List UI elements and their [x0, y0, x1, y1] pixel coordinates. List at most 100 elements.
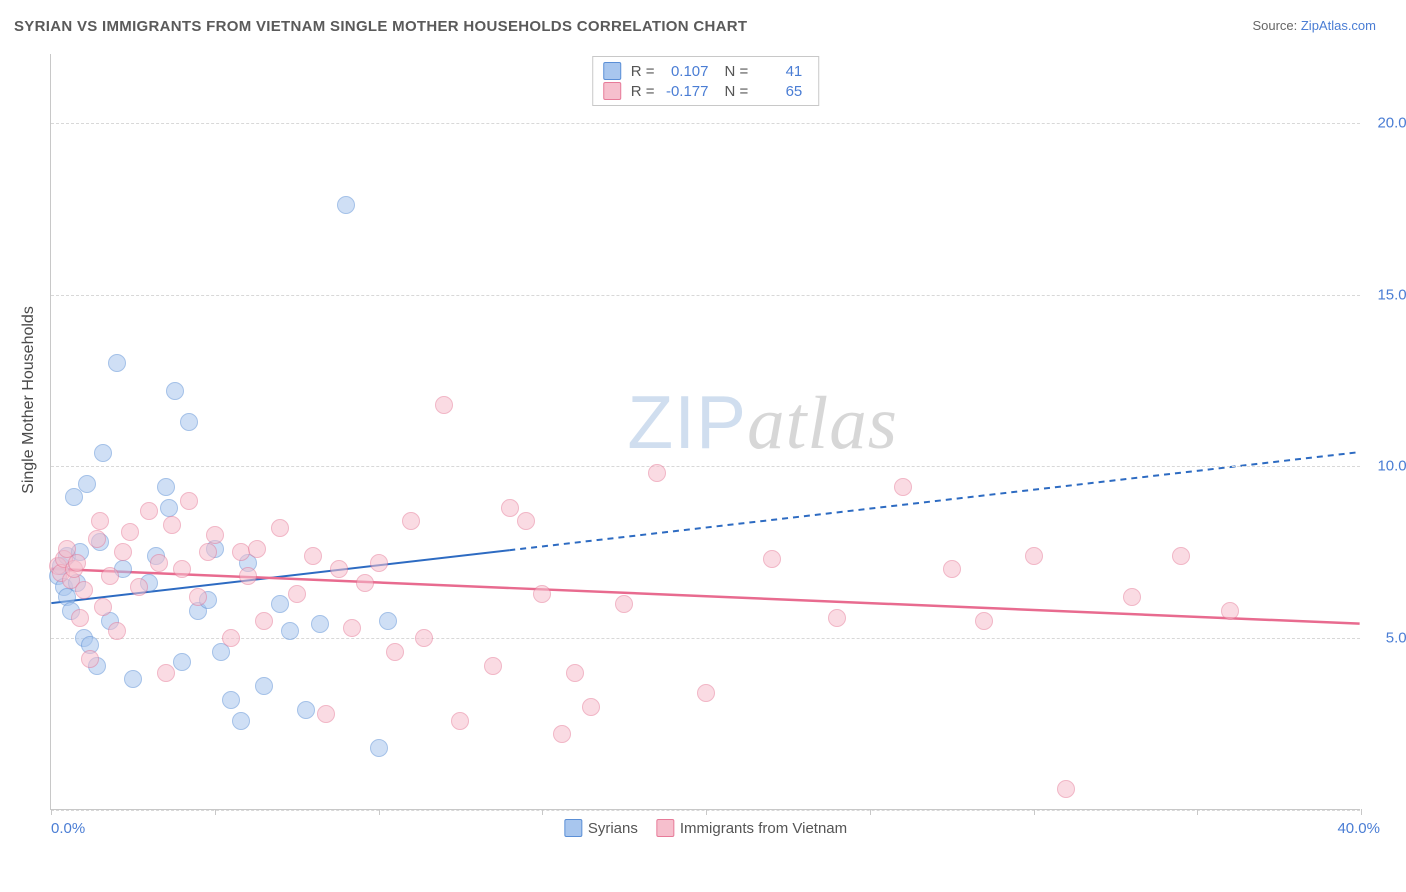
- data-point: [166, 382, 184, 400]
- data-point: [582, 698, 600, 716]
- stats-row: R = -0.177 N = 65: [603, 81, 809, 101]
- data-point: [271, 519, 289, 537]
- data-point: [517, 512, 535, 530]
- data-point: [1057, 780, 1075, 798]
- data-point: [101, 567, 119, 585]
- x-tick: [51, 809, 52, 815]
- data-point: [402, 512, 420, 530]
- legend-item: Immigrants from Vietnam: [656, 819, 847, 837]
- gridline: [51, 295, 1360, 296]
- data-point: [415, 629, 433, 647]
- gridline: [51, 123, 1360, 124]
- y-tick-label: 10.0%: [1377, 458, 1406, 475]
- data-point: [78, 475, 96, 493]
- data-point: [173, 560, 191, 578]
- x-tick: [1361, 809, 1362, 815]
- data-point: [114, 543, 132, 561]
- data-point: [150, 554, 168, 572]
- data-point: [180, 492, 198, 510]
- data-point: [311, 615, 329, 633]
- data-point: [271, 595, 289, 613]
- x-tick: [215, 809, 216, 815]
- watermark: ZIPatlas: [627, 379, 898, 467]
- data-point: [553, 725, 571, 743]
- data-point: [173, 653, 191, 671]
- plot-area: ZIPatlas R =0.107N =41R =-0.177N =65 Syr…: [50, 54, 1360, 810]
- data-point: [160, 499, 178, 517]
- y-tick-label: 15.0%: [1377, 286, 1406, 303]
- data-point: [1025, 547, 1043, 565]
- stat-r-value: -0.177: [665, 83, 715, 100]
- stat-n-label: N =: [725, 63, 749, 80]
- x-tick: [706, 809, 707, 815]
- gridline: [51, 466, 1360, 467]
- data-point: [140, 502, 158, 520]
- data-point: [68, 554, 86, 572]
- x-tick: [379, 809, 380, 815]
- data-point: [81, 650, 99, 668]
- watermark-atlas: atlas: [747, 382, 898, 465]
- data-point: [255, 612, 273, 630]
- data-point: [356, 574, 374, 592]
- data-point: [222, 629, 240, 647]
- data-point: [975, 612, 993, 630]
- gridline: [51, 638, 1360, 639]
- data-point: [317, 705, 335, 723]
- data-point: [199, 543, 217, 561]
- data-point: [232, 543, 250, 561]
- chart-title: SYRIAN VS IMMIGRANTS FROM VIETNAM SINGLE…: [14, 18, 747, 35]
- data-point: [894, 478, 912, 496]
- data-point: [501, 499, 519, 517]
- legend-label: Immigrants from Vietnam: [680, 820, 847, 837]
- stat-r-value: 0.107: [665, 63, 715, 80]
- data-point: [255, 677, 273, 695]
- legend-swatch: [656, 819, 674, 837]
- x-axis-max-label: 40.0%: [1337, 820, 1380, 837]
- data-point: [75, 581, 93, 599]
- data-point: [124, 670, 142, 688]
- data-point: [121, 523, 139, 541]
- data-point: [386, 643, 404, 661]
- data-point: [222, 691, 240, 709]
- data-point: [65, 488, 83, 506]
- y-tick-label: 20.0%: [1377, 114, 1406, 131]
- data-point: [130, 578, 148, 596]
- x-tick: [542, 809, 543, 815]
- data-point: [533, 585, 551, 603]
- data-point: [108, 622, 126, 640]
- data-point: [1221, 602, 1239, 620]
- y-axis-label: Single Mother Households: [20, 306, 38, 494]
- data-point: [566, 664, 584, 682]
- stat-r-label: R =: [631, 83, 655, 100]
- data-point: [370, 554, 388, 572]
- data-point: [239, 567, 257, 585]
- data-point: [763, 550, 781, 568]
- data-point: [189, 588, 207, 606]
- x-tick: [870, 809, 871, 815]
- data-point: [330, 560, 348, 578]
- data-point: [206, 526, 224, 544]
- data-point: [379, 612, 397, 630]
- source-prefix: Source:: [1252, 18, 1300, 33]
- data-point: [370, 739, 388, 757]
- stat-n-label: N =: [725, 83, 749, 100]
- stats-row: R =0.107N =41: [603, 61, 809, 81]
- data-point: [232, 712, 250, 730]
- data-point: [157, 478, 175, 496]
- data-point: [297, 701, 315, 719]
- data-point: [248, 540, 266, 558]
- data-point: [648, 464, 666, 482]
- data-point: [157, 664, 175, 682]
- watermark-zip: ZIP: [627, 380, 747, 464]
- data-point: [451, 712, 469, 730]
- source-attribution: Source: ZipAtlas.com: [1252, 18, 1376, 33]
- data-point: [943, 560, 961, 578]
- legend-swatch: [603, 82, 621, 100]
- data-point: [615, 595, 633, 613]
- data-point: [1123, 588, 1141, 606]
- stat-r-label: R =: [631, 63, 655, 80]
- legend-swatch: [564, 819, 582, 837]
- stat-n-value: 65: [758, 83, 808, 100]
- x-tick: [1197, 809, 1198, 815]
- source-link[interactable]: ZipAtlas.com: [1301, 18, 1376, 33]
